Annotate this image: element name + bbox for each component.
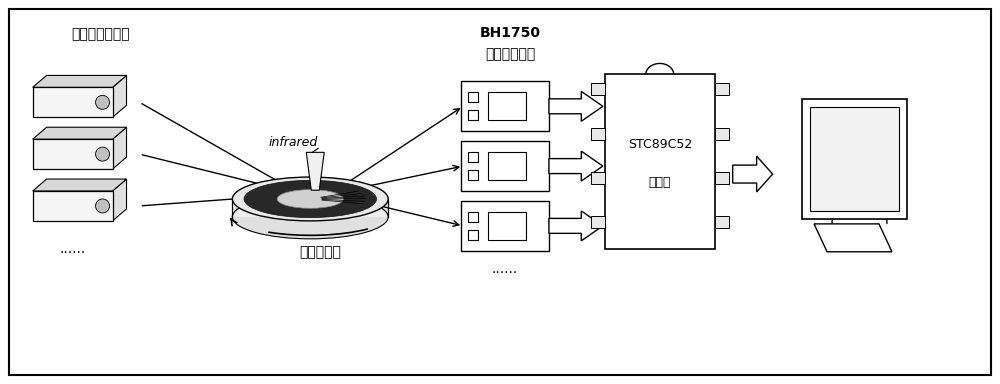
Bar — [468, 230, 478, 240]
Polygon shape — [33, 179, 127, 191]
Text: ......: ...... — [492, 262, 518, 276]
Bar — [468, 170, 478, 180]
Ellipse shape — [244, 180, 376, 218]
Polygon shape — [113, 127, 127, 169]
Ellipse shape — [232, 177, 388, 221]
Text: infrared: infrared — [268, 136, 318, 149]
Bar — [468, 212, 478, 222]
Bar — [488, 152, 526, 180]
Circle shape — [96, 147, 110, 161]
Polygon shape — [33, 75, 127, 88]
Ellipse shape — [232, 195, 388, 239]
Bar — [468, 152, 478, 162]
Bar — [468, 93, 478, 102]
Bar — [591, 216, 605, 228]
Bar — [715, 172, 729, 184]
Bar — [605, 74, 715, 249]
Bar — [461, 141, 549, 191]
Polygon shape — [549, 211, 603, 241]
Circle shape — [96, 95, 110, 109]
Bar — [715, 216, 729, 228]
Bar — [488, 212, 526, 240]
Bar — [488, 93, 526, 120]
Bar — [591, 83, 605, 95]
Polygon shape — [549, 151, 603, 181]
Circle shape — [96, 199, 110, 213]
Polygon shape — [306, 152, 324, 190]
Bar — [461, 201, 549, 251]
Text: ......: ...... — [59, 242, 86, 256]
Polygon shape — [113, 179, 127, 221]
Bar — [468, 110, 478, 120]
Polygon shape — [814, 224, 892, 252]
Text: STC89C52: STC89C52 — [628, 138, 692, 151]
Bar — [802, 99, 907, 219]
Polygon shape — [733, 156, 773, 192]
Bar — [591, 172, 605, 184]
Text: 红外激光发射组: 红外激光发射组 — [71, 28, 130, 41]
Ellipse shape — [277, 190, 343, 208]
Text: 在用润滑脂: 在用润滑脂 — [299, 245, 341, 259]
Bar — [33, 191, 113, 221]
Polygon shape — [549, 91, 603, 121]
Bar — [33, 88, 113, 117]
Bar — [232, 199, 388, 217]
Text: 显示屏: 显示屏 — [842, 139, 867, 153]
Polygon shape — [113, 75, 127, 117]
Bar — [591, 127, 605, 139]
Bar — [810, 107, 899, 211]
Polygon shape — [33, 127, 127, 139]
Text: 光照度传感器: 光照度传感器 — [485, 48, 535, 61]
Bar — [715, 83, 729, 95]
Bar — [715, 127, 729, 139]
Bar — [461, 81, 549, 131]
Bar — [33, 139, 113, 169]
Text: 单片机: 单片机 — [649, 176, 671, 189]
Text: BH1750: BH1750 — [479, 26, 540, 40]
